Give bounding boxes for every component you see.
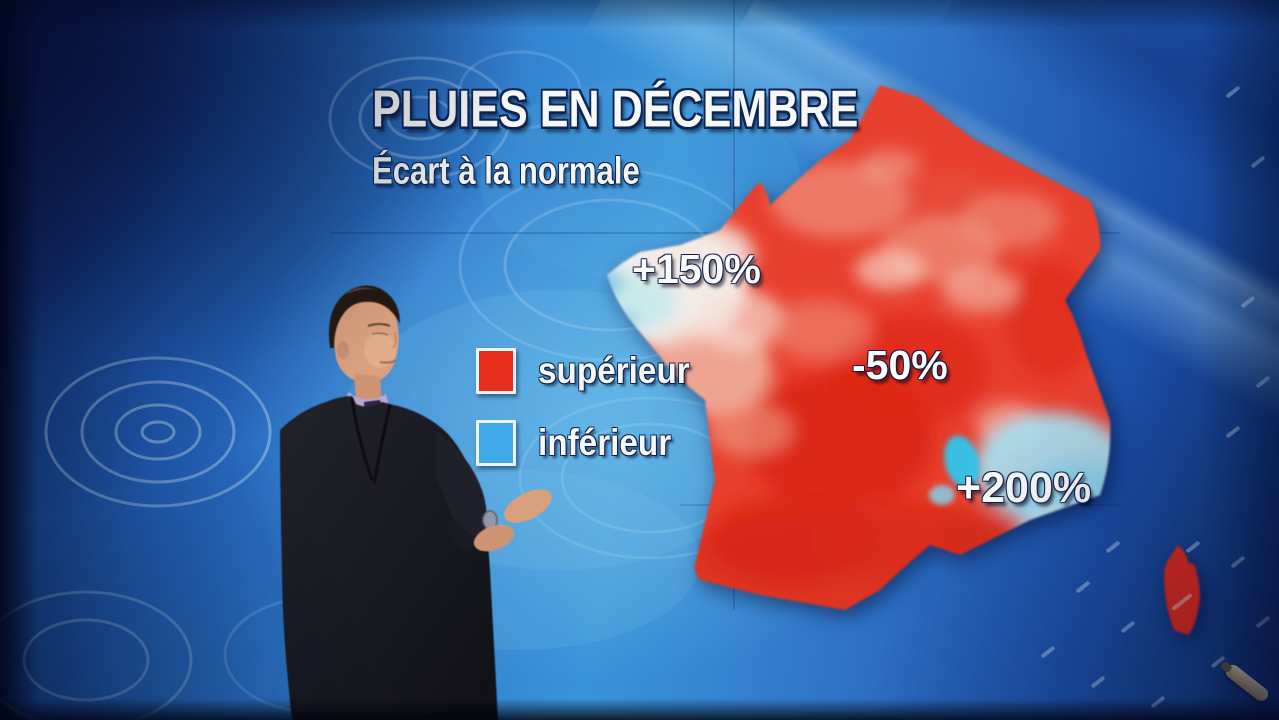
map-label-minus50: -50%	[852, 342, 948, 388]
presenter-ear	[337, 341, 349, 359]
page-title: PLUIES EN DÉCEMBRE	[372, 81, 859, 139]
map-label-plus200: +200%	[956, 464, 1092, 512]
presenter-hand	[504, 489, 552, 523]
page-subtitle: Écart à la normale	[372, 150, 640, 192]
presenter-suit	[280, 396, 498, 720]
corsica	[1164, 545, 1200, 635]
weather-presenter	[280, 285, 552, 720]
title-block: PLUIES EN DÉCEMBRE Écart à la normale	[372, 80, 925, 192]
map-label-plus150: +150%	[632, 246, 761, 292]
legend-label: supérieur	[538, 350, 690, 391]
